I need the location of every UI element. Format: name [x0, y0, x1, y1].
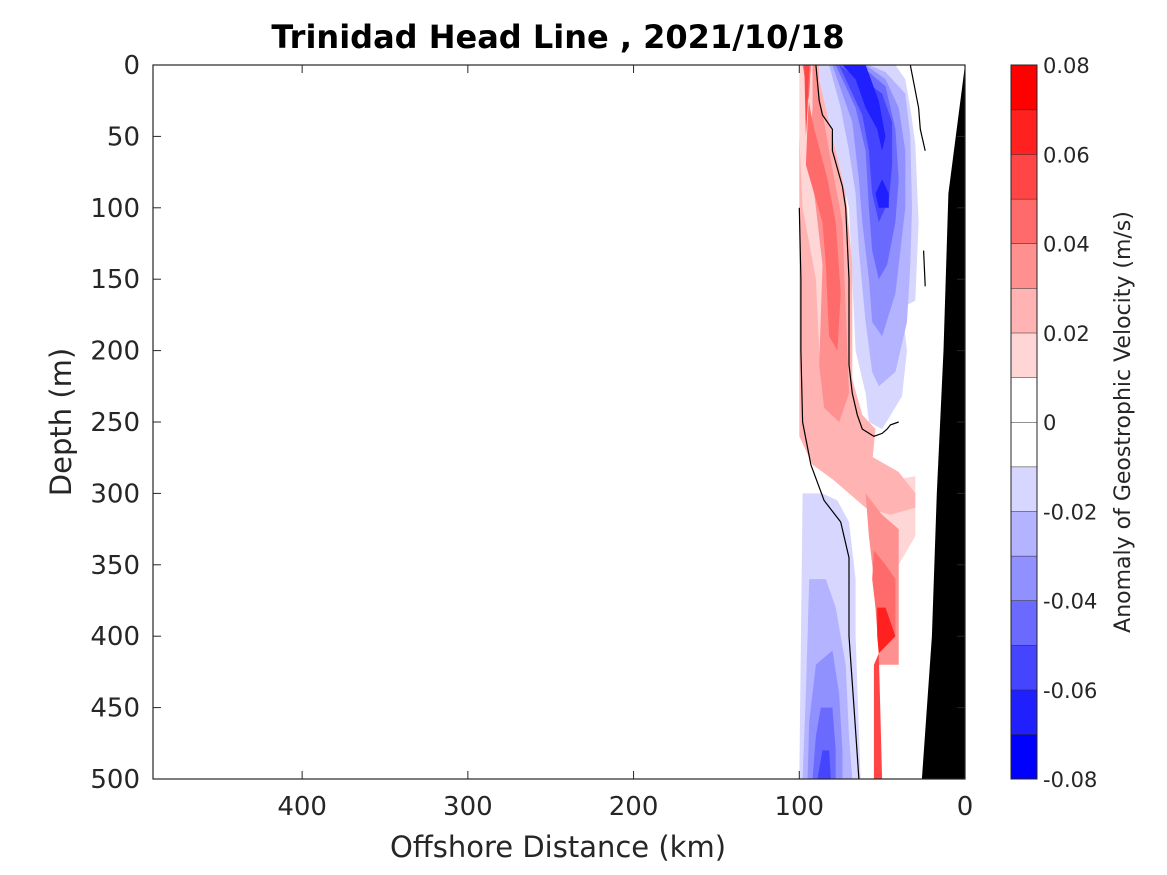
colorbar-swatch: [1011, 288, 1037, 333]
zero-contour-line-1: [798, 207, 860, 779]
y-tick-label: 400: [90, 622, 140, 652]
x-tick-label: 400: [277, 792, 327, 822]
colorbar-swatch: [1011, 600, 1037, 646]
colorbar-swatch: [1011, 109, 1037, 155]
zero-contour-layer: [798, 65, 926, 779]
y-tick-label: 300: [90, 479, 140, 509]
colorbar-swatch: [1011, 555, 1037, 601]
colorbar-tick-label: -0.02: [1043, 500, 1097, 524]
velocity-region-21: [875, 179, 889, 208]
colorbar-tick-label: -0.06: [1043, 679, 1097, 703]
colorbar-swatch: [1011, 645, 1037, 690]
colorbar-swatch: [1011, 243, 1037, 289]
colorbar-tick-label: 0.02: [1043, 322, 1090, 346]
contour-fill-layer: [799, 65, 919, 779]
y-axis: 0 50 100 150 200 250 300 350 400 450 500: [90, 51, 965, 795]
colorbar-tick-label: 0.04: [1043, 233, 1090, 257]
y-tick-label: 350: [90, 551, 140, 581]
x-tick-label: 100: [774, 792, 824, 822]
colorbar-tick-label: -0.08: [1043, 768, 1097, 792]
velocity-region-11: [802, 65, 841, 351]
x-axis-label: Offshore Distance (km): [390, 830, 726, 864]
colorbar: 0.08 0.06 0.04 0.02 0 -0.02 -0.04 -0.06 -0.08: [1010, 54, 1097, 792]
colorbar-swatch: [1011, 422, 1037, 467]
colorbar-frame: [1010, 64, 1038, 780]
velocity-region-15: [804, 65, 810, 137]
chart-title: Trinidad Head Line , 2021/10/18: [271, 18, 844, 56]
colorbar-tick-label: -0.04: [1043, 590, 1097, 614]
zero-contour-line-2: [909, 65, 926, 151]
y-tick-label: 500: [90, 765, 140, 795]
y-tick-label: 50: [107, 122, 140, 152]
colorbar-swatch: [1011, 466, 1037, 512]
colorbar-swatch: [1011, 198, 1037, 244]
x-tick-label: 200: [609, 792, 659, 822]
x-axis: 400 300 200 100 0: [277, 65, 973, 822]
x-tick-label: 0: [957, 792, 974, 822]
y-tick-label: 200: [90, 337, 140, 367]
zero-contour-line-3: [923, 250, 926, 287]
colorbar-tick-label: 0.06: [1043, 143, 1090, 167]
colorbar-tick-label: 0: [1043, 411, 1056, 435]
colorbar-swatch: [1011, 377, 1037, 422]
colorbar-label: Anomaly of Geostrophic Velocity (m/s): [1111, 211, 1136, 633]
velocity-region-20: [842, 65, 886, 151]
colorbar-tick-label: 0.08: [1043, 54, 1090, 78]
colorbar-swatch: [1011, 332, 1037, 378]
y-axis-label: Depth (m): [44, 348, 78, 496]
colorbar-swatch: [1011, 65, 1037, 110]
seafloor-bathymetry: [921, 65, 965, 779]
y-tick-label: 250: [90, 408, 140, 438]
colorbar-swatch: [1011, 734, 1037, 779]
y-tick-label: 0: [123, 51, 140, 81]
velocity-region-18: [817, 750, 831, 779]
zero-contour-line-0: [815, 65, 899, 437]
velocity-region-14: [812, 707, 836, 779]
colorbar-swatch: [1011, 511, 1037, 556]
velocity-region-19: [877, 607, 896, 654]
colorbar-swatch: [1011, 154, 1037, 199]
x-tick-label: 300: [443, 792, 493, 822]
colorbar-swatch: [1011, 689, 1037, 735]
y-tick-label: 450: [90, 694, 140, 724]
y-tick-label: 100: [90, 194, 140, 224]
velocity-region-16: [873, 653, 883, 779]
bathymetry-layer: [921, 65, 965, 779]
y-tick-label: 150: [90, 265, 140, 295]
